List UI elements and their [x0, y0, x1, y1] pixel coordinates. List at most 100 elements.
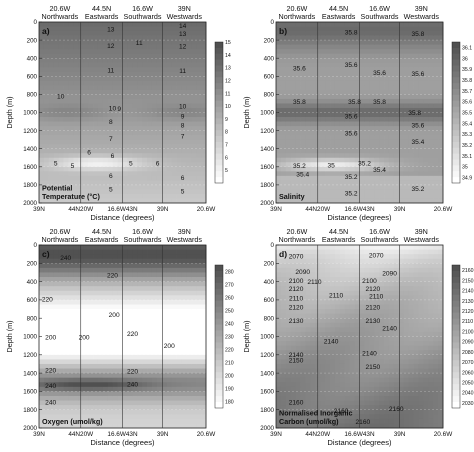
field-cell [320, 391, 326, 397]
field-cell [310, 189, 316, 195]
field-cell [147, 345, 153, 351]
field-cell [73, 350, 79, 356]
colorbar-frame [214, 264, 224, 409]
field-cell [290, 322, 297, 328]
field-cell [161, 295, 168, 301]
field-cell [147, 103, 153, 109]
field-cell [418, 98, 424, 104]
field-cell [117, 309, 123, 315]
colorbar-tick-label: 230 [225, 335, 234, 341]
field-cell [171, 31, 177, 36]
field-cell [112, 103, 118, 109]
field-cell [344, 117, 351, 122]
field-cell [300, 382, 306, 388]
field-cell [171, 354, 177, 360]
field-cell [117, 313, 123, 319]
field-cell [305, 26, 311, 32]
field-cell [310, 304, 316, 310]
field-cell [330, 395, 336, 401]
field-cell [53, 130, 60, 136]
field-cell [325, 148, 331, 154]
field-cell [93, 162, 99, 168]
field-cell [122, 299, 128, 305]
field-cell [39, 331, 45, 337]
field-cell [181, 336, 187, 342]
field-cell [349, 148, 355, 154]
colorbar-segment [452, 106, 460, 113]
field-cell [132, 130, 138, 136]
field-cell [142, 94, 148, 100]
field-cell [191, 391, 197, 397]
field-cell [276, 58, 282, 64]
field-cell [285, 395, 292, 401]
field-cell [374, 166, 380, 172]
field-cell [276, 26, 282, 32]
field-cell [285, 58, 292, 64]
field-cell [428, 71, 434, 77]
field-cell [428, 144, 434, 150]
field-cell [196, 58, 202, 64]
field-cell [53, 80, 60, 86]
field-cell [379, 148, 385, 154]
x-axis-label: Distance (degrees) [327, 213, 392, 222]
field-cell [403, 162, 410, 168]
field-cell [423, 157, 429, 163]
field-cell [166, 331, 173, 337]
field-cell [428, 31, 434, 36]
field-cell [127, 304, 133, 310]
field-cell [423, 89, 429, 95]
field-cell [93, 126, 99, 132]
field-cell [132, 309, 138, 315]
field-cell [191, 62, 197, 68]
field-cell [354, 189, 360, 195]
field-cell [83, 166, 89, 172]
field-cell [151, 157, 158, 163]
field-cell [39, 313, 45, 319]
field-cell [339, 405, 346, 411]
field-cell [181, 318, 187, 324]
field-cell [161, 382, 168, 388]
panel-label: c) [42, 249, 50, 259]
field-cell [122, 49, 128, 55]
field-cell [48, 71, 55, 77]
field-cell [295, 409, 301, 415]
field-cell [132, 144, 138, 150]
field-cell [285, 322, 292, 328]
field-cell [161, 98, 168, 104]
field-cell [418, 94, 424, 100]
field-cell [196, 89, 202, 95]
field-cell [305, 94, 311, 100]
field-cell [280, 341, 287, 347]
field-cell [408, 71, 414, 77]
field-cell [276, 184, 282, 190]
field-cell [102, 198, 109, 204]
field-cell [334, 277, 341, 282]
field-cell [107, 386, 114, 392]
field-cell [142, 254, 148, 260]
field-cell [325, 405, 331, 411]
field-cell [339, 117, 346, 122]
field-cell [83, 313, 89, 319]
field-cell [161, 258, 168, 264]
field-cell [102, 245, 109, 250]
field-cell [132, 354, 138, 360]
field-cell [53, 354, 60, 360]
field-cell [176, 400, 182, 406]
field-cell [280, 117, 287, 122]
field-cell [344, 98, 351, 104]
field-cell [53, 405, 60, 411]
field-cell [276, 189, 282, 195]
field-cell [280, 184, 287, 190]
y-tick-label: 200 [264, 37, 275, 44]
field-cell [97, 290, 104, 296]
field-cell [325, 94, 331, 100]
field-cell [68, 313, 74, 319]
field-cell [107, 112, 114, 118]
field-cell [280, 35, 287, 41]
field-cell [68, 258, 74, 264]
field-cell [300, 391, 306, 397]
field-cell [413, 166, 419, 172]
field-cell [93, 409, 99, 415]
field-cell [320, 341, 326, 347]
field-cell [384, 22, 390, 27]
